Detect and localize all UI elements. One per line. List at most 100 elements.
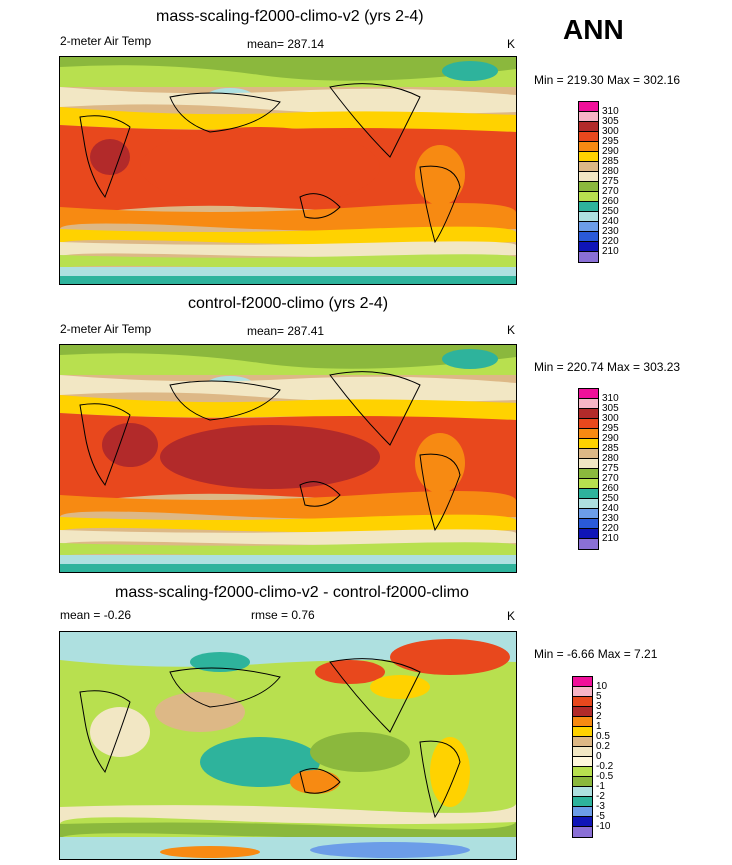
panel1-map [59, 56, 517, 285]
colorbar-swatch [579, 479, 598, 489]
colorbar-swatch [573, 777, 592, 787]
colorbar-level-label: 0.5 [596, 731, 610, 742]
panel2-map [59, 344, 517, 573]
colorbar-swatch [573, 717, 592, 727]
panel2-title: control-f2000-climo (yrs 2-4) [188, 295, 389, 312]
colorbar-swatch [573, 827, 592, 837]
colorbar-level-label: 280 [602, 453, 619, 464]
colorbar-swatch [579, 459, 598, 469]
colorbar-level-label: -0.2 [596, 761, 614, 772]
colorbar-level-label: 280 [602, 166, 619, 177]
colorbar-swatch [579, 519, 598, 529]
colorbar-swatch [573, 747, 592, 757]
colorbar-swatch [573, 797, 592, 807]
colorbar-swatch [579, 132, 598, 142]
colorbar-swatch [579, 489, 598, 499]
colorbar-swatch [579, 389, 598, 399]
colorbar-level-label: 10 [596, 681, 608, 692]
colorbar-swatch [579, 409, 598, 419]
colorbar-level-label: 240 [602, 503, 619, 514]
panel1-title: mass-scaling-f2000-climo-v2 (yrs 2-4) [156, 8, 424, 25]
colorbar-swatch [573, 727, 592, 737]
colorbar-level-label: 275 [602, 176, 619, 187]
colorbar-swatch [579, 429, 598, 439]
panel3-rmse-label: rmse = 0.76 [251, 608, 315, 622]
colorbar-level-label: 210 [602, 246, 619, 257]
colorbar-level-label: 0 [596, 751, 602, 762]
season-label: ANN [563, 14, 624, 45]
colorbar-swatch [579, 172, 598, 182]
panel1-mean-label: mean= 287.14 [247, 37, 325, 51]
colorbar-level-label: 260 [602, 483, 619, 494]
colorbar-swatch [579, 112, 598, 122]
colorbar-swatch [573, 817, 592, 827]
colorbar-swatch [573, 697, 592, 707]
panel1-minmax: Min = 219.30 Max = 302.16 [534, 73, 681, 87]
colorbar-level-label: 250 [602, 493, 619, 504]
colorbar-level-label: 220 [602, 523, 619, 534]
colorbar-swatch [579, 252, 598, 262]
colorbar-swatch [579, 222, 598, 232]
colorbar-swatch [579, 499, 598, 509]
colorbar-swatch [579, 529, 598, 539]
panel3-map [59, 631, 517, 860]
colorbar-level-label: 260 [602, 196, 619, 207]
panel3-unit-label: K [507, 609, 516, 623]
panel3-title: mass-scaling-f2000-climo-v2 - control-f2… [115, 584, 469, 601]
colorbar-level-label: -5 [596, 811, 605, 822]
colorbar-level-label: -2 [596, 791, 605, 802]
colorbar-level-label: -3 [596, 801, 605, 812]
colorbar-swatch [579, 399, 598, 409]
colorbar-level-label: -10 [596, 821, 611, 832]
panel2-unit-label: K [507, 323, 516, 337]
colorbar-swatch [579, 449, 598, 459]
colorbar-swatch [579, 162, 598, 172]
colorbar-level-label: 290 [602, 433, 619, 444]
colorbar-level-label: 270 [602, 186, 619, 197]
colorbar-level-label: 270 [602, 473, 619, 484]
colorbar-level-label: 290 [602, 146, 619, 157]
colorbar-level-label: 3 [596, 701, 602, 712]
colorbar-level-label: 285 [602, 443, 619, 454]
colorbar-swatch [579, 419, 598, 429]
panel1-variable-label: 2-meter Air Temp [60, 34, 152, 48]
panel3-minmax: Min = -6.66 Max = 7.21 [534, 647, 658, 661]
colorbar-level-label: 230 [602, 513, 619, 524]
colorbar-level-label: 220 [602, 236, 619, 247]
colorbar-swatch [579, 142, 598, 152]
colorbar-level-label: 1 [596, 721, 602, 732]
colorbar-level-label: 275 [602, 463, 619, 474]
colorbar-level-label: 305 [602, 116, 619, 127]
colorbar-level-label: 5 [596, 691, 602, 702]
colorbar-swatch [579, 202, 598, 212]
colorbar-level-label: -1 [596, 781, 605, 792]
colorbar-level-label: 0.2 [596, 741, 610, 752]
colorbar-swatch [579, 539, 598, 549]
colorbar-swatch [573, 787, 592, 797]
colorbar-swatch [573, 687, 592, 697]
colorbar-level-label: -0.5 [596, 771, 614, 782]
colorbar-swatch [579, 102, 598, 112]
panel2-minmax: Min = 220.74 Max = 303.23 [534, 360, 681, 374]
colorbar-level-label: 230 [602, 226, 619, 237]
colorbar-level-label: 310 [602, 106, 619, 117]
colorbar-level-label: 295 [602, 423, 619, 434]
colorbar-level-label: 210 [602, 533, 619, 544]
panel1-colorbar [578, 101, 599, 263]
panel1-unit-label: K [507, 37, 516, 51]
colorbar-swatch [579, 439, 598, 449]
panel2-colorbar [578, 388, 599, 550]
colorbar-level-label: 240 [602, 216, 619, 227]
panel3-colorbar [572, 676, 593, 838]
colorbar-swatch [579, 192, 598, 202]
colorbar-level-label: 2 [596, 711, 602, 722]
colorbar-swatch [573, 807, 592, 817]
colorbar-swatch [573, 707, 592, 717]
colorbar-swatch [579, 509, 598, 519]
colorbar-swatch [573, 757, 592, 767]
colorbar-swatch [579, 232, 598, 242]
colorbar-swatch [573, 677, 592, 687]
colorbar-level-label: 285 [602, 156, 619, 167]
colorbar-swatch [579, 212, 598, 222]
colorbar-swatch [573, 767, 592, 777]
